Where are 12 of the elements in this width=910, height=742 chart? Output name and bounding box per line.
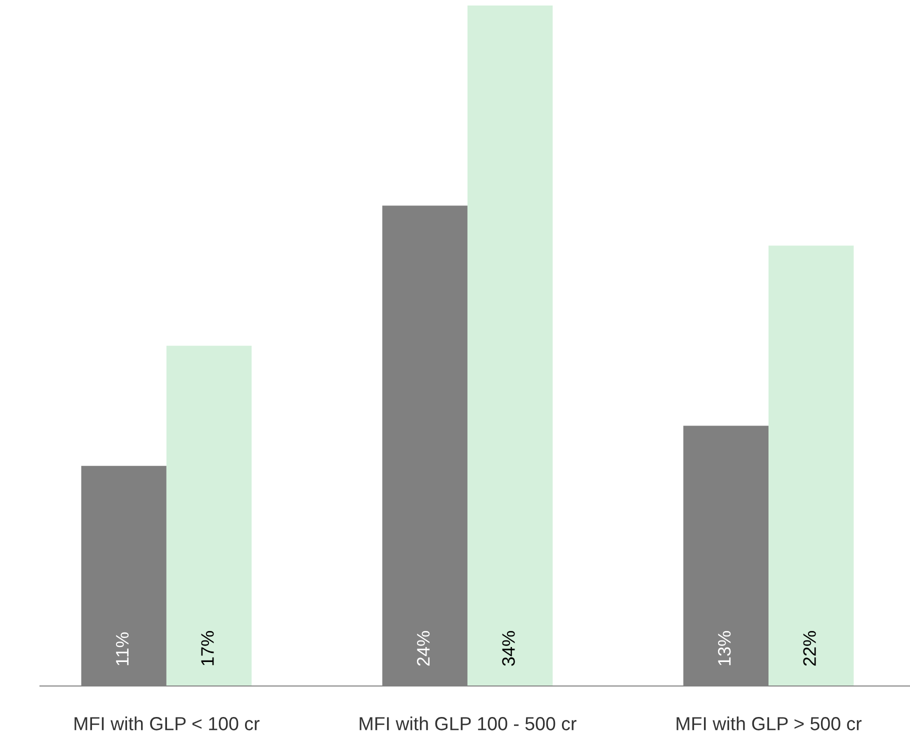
data-label: 11% (116, 632, 129, 666)
bar (467, 5, 553, 686)
data-label: 34% (502, 631, 515, 666)
bar (166, 346, 252, 686)
x-tick-label: MFI with GLP 100 - 500 cr (360, 716, 576, 730)
x-tick-label: MFI with GLP < 100 cr (74, 716, 260, 730)
data-label: 24% (416, 631, 430, 666)
bar (768, 246, 854, 686)
x-tick-label: MFI with GLP > 500 cr (676, 716, 862, 730)
data-label: 22% (803, 631, 816, 666)
data-label: 13% (718, 631, 731, 666)
data-label: 17% (201, 631, 214, 666)
